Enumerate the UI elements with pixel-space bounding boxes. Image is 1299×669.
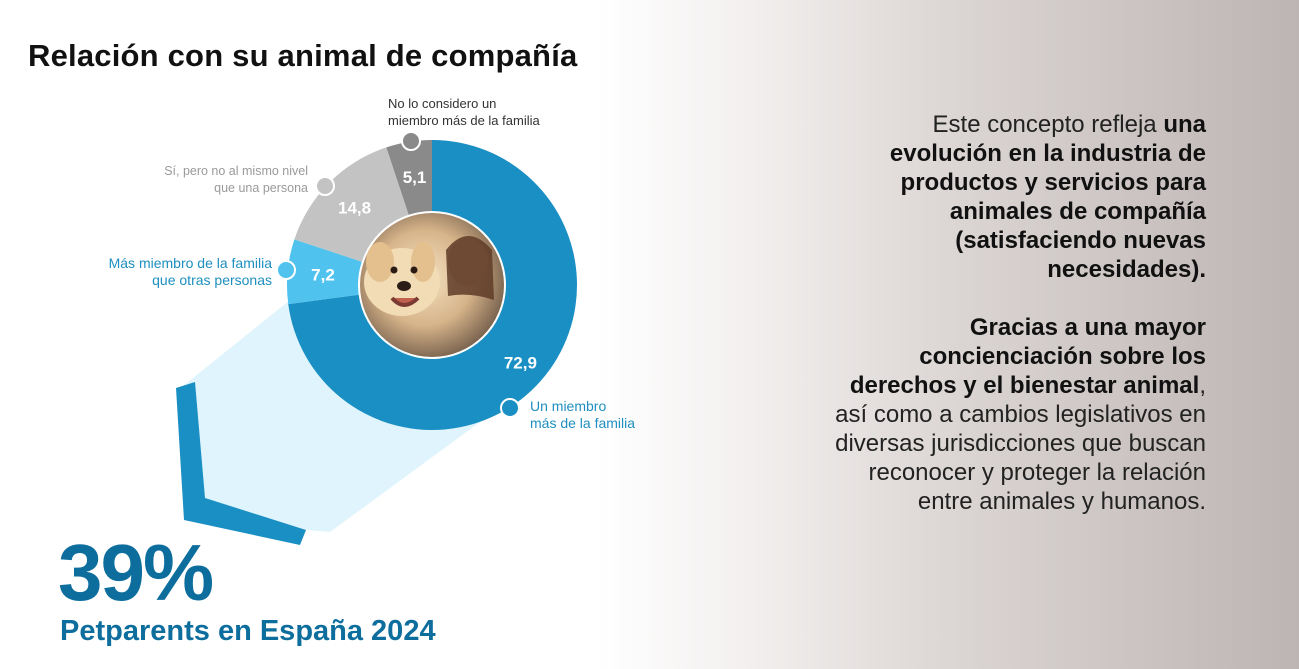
page-title: Relación con su animal de compañía xyxy=(28,38,578,73)
paragraph-text: Este concepto refleja xyxy=(932,111,1164,138)
legend-label-no-miembro: No lo considero un miembro más de la fam… xyxy=(388,95,588,129)
paragraph-emphasis: Gracias a una mayor concienciación sobre… xyxy=(849,314,1206,399)
description-paragraph-2: Gracias a una mayor concienciación sobre… xyxy=(820,313,1206,516)
legend-dot-mas xyxy=(276,260,296,280)
donut-chart: 72,9 7,2 14,8 5,1 xyxy=(176,131,577,545)
legend-label-si-pero: Sí, pero no al mismo nivel que una perso… xyxy=(110,163,308,197)
highlight-percentage: 39% xyxy=(58,528,214,617)
slice-value-label: 72,9 xyxy=(504,353,537,372)
legend-line: Sí, pero no al mismo nivel xyxy=(164,164,308,178)
legend-line: que una persona xyxy=(214,181,308,195)
slice-si-pero xyxy=(294,147,409,262)
legend-line: que otras personas xyxy=(152,272,272,288)
slice-mas-miembro xyxy=(287,239,362,305)
slice-un-miembro xyxy=(288,140,577,430)
paragraph-text: , así como a cambios legislativos en div… xyxy=(835,372,1206,515)
callout-band xyxy=(178,300,510,532)
paragraph-emphasis: una evolución en la industria de product… xyxy=(889,111,1206,283)
legend-line: miembro más de la familia xyxy=(388,113,540,128)
legend-line: más de la familia xyxy=(530,415,636,431)
callout-edge xyxy=(176,382,306,545)
slice-no-miembro xyxy=(386,140,432,215)
dog-and-woman-photo xyxy=(360,213,504,357)
slice-value-label: 7,2 xyxy=(311,266,335,285)
description-text: Este concepto refleja una evolución en l… xyxy=(820,110,1206,545)
legend-dot-un xyxy=(500,398,520,418)
slice-value-label: 14,8 xyxy=(338,199,371,218)
legend-line: Un miembro xyxy=(530,398,607,414)
legend-line: No lo considero un xyxy=(388,96,497,111)
highlight-caption: Petparents en España 2024 xyxy=(60,615,436,647)
description-paragraph-1: Este concepto refleja una evolución en l… xyxy=(820,110,1206,284)
slice-value-label: 5,1 xyxy=(403,168,427,187)
legend-dot-nolo xyxy=(401,131,421,151)
legend-label-un-miembro: Un miembro más de la familia xyxy=(530,398,690,432)
legend-label-mas-miembro: Más miembro de la familia que otras pers… xyxy=(60,255,272,289)
legend-line: Más miembro de la familia xyxy=(108,255,272,271)
legend-dot-si xyxy=(315,176,335,196)
